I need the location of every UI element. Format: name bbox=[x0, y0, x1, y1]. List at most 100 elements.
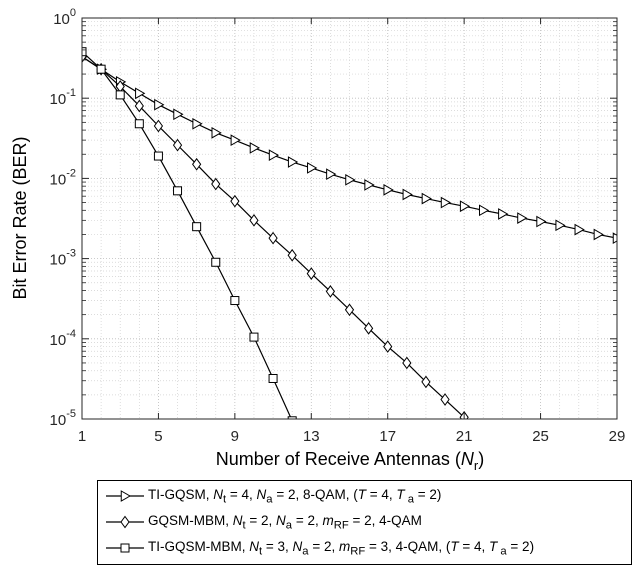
x-tick-label: 9 bbox=[231, 428, 239, 445]
data-point bbox=[383, 183, 394, 196]
data-point bbox=[82, 47, 87, 57]
data-point bbox=[154, 98, 165, 111]
y-tick-label: 10-2 bbox=[50, 167, 76, 188]
legend-label-part: = 4, bbox=[458, 538, 490, 554]
legend-label-part: T bbox=[357, 486, 366, 502]
legend-label: GQSM-MBM, Nt = 2, Na = 2, mRF = 2, 4-QAM bbox=[148, 513, 422, 532]
legend-label-part: = 2, bbox=[292, 512, 323, 528]
data-point bbox=[192, 157, 202, 171]
legend-label-part: = 2, bbox=[245, 512, 277, 528]
legend-label-part: N bbox=[213, 486, 223, 502]
data-point bbox=[268, 149, 280, 162]
data-point bbox=[440, 196, 452, 209]
data-point bbox=[115, 90, 125, 100]
legend-entry: TI-GQSM-MBM, Nt = 3, Na = 2, mRF = 3, 4-… bbox=[104, 535, 534, 561]
legend-label-part: N bbox=[232, 512, 243, 528]
data-point bbox=[287, 248, 297, 262]
data-point bbox=[536, 215, 547, 228]
legend-label-part: = 2) bbox=[414, 486, 442, 502]
data-point bbox=[249, 142, 260, 154]
legend-label-part: = 3, bbox=[262, 538, 293, 554]
data-point bbox=[287, 156, 299, 168]
legend-label-part: = 4, bbox=[226, 486, 257, 502]
legend-label-part: RF bbox=[350, 545, 366, 558]
legend-marker bbox=[120, 515, 130, 529]
data-point bbox=[325, 285, 336, 298]
data-point bbox=[612, 232, 617, 244]
series-1 bbox=[82, 53, 617, 244]
legend: TI-GQSM, Nt = 4, Na = 2, 8-QAM, (T = 4, … bbox=[97, 480, 632, 565]
data-point bbox=[479, 204, 490, 217]
legend-swatch bbox=[106, 543, 144, 553]
data-point bbox=[459, 200, 471, 213]
data-point bbox=[173, 186, 183, 196]
data-point bbox=[268, 231, 278, 245]
data-point bbox=[211, 177, 221, 191]
y-tick-label: 10-3 bbox=[50, 248, 76, 269]
data-point bbox=[96, 64, 106, 74]
x-tick-label: 1 bbox=[78, 428, 86, 445]
legend-label-part: a bbox=[285, 519, 293, 532]
data-point bbox=[135, 87, 146, 100]
legend-label-part: = 2, 8-QAM, ( bbox=[272, 486, 358, 502]
data-point bbox=[574, 223, 585, 236]
data-point bbox=[421, 192, 432, 205]
data-point bbox=[593, 228, 604, 241]
legend-label-part: m bbox=[338, 538, 351, 554]
legend-label-part: RF bbox=[333, 519, 349, 532]
data-point bbox=[402, 188, 413, 201]
data-point bbox=[421, 375, 431, 389]
data-point bbox=[363, 321, 374, 335]
legend-label-part: a bbox=[266, 493, 273, 506]
data-point bbox=[192, 117, 203, 130]
x-tick-label: 5 bbox=[154, 428, 162, 445]
data-point bbox=[479, 429, 487, 440]
x-tick-label: 21 bbox=[456, 428, 473, 445]
data-point bbox=[364, 179, 375, 191]
legend-label: TI-GQSM-MBM, Nt = 3, Na = 2, mRF = 3, 4-… bbox=[148, 539, 534, 558]
legend-label-part: = 2, 4-QAM bbox=[348, 512, 422, 528]
x-tick-label: 25 bbox=[532, 428, 549, 445]
legend-label-part: T bbox=[489, 538, 498, 554]
x-tick-label: 13 bbox=[303, 428, 320, 445]
data-point bbox=[211, 126, 222, 139]
legend-entry: TI-GQSM, Nt = 4, Na = 2, 8-QAM, (T = 4, … bbox=[104, 483, 441, 509]
data-point bbox=[173, 108, 184, 121]
series-3 bbox=[82, 47, 297, 419]
legend-label-part: TI-GQSM-MBM, bbox=[148, 538, 250, 554]
series-line bbox=[82, 56, 467, 419]
data-point bbox=[498, 208, 509, 220]
data-point bbox=[153, 151, 163, 161]
y-tick-label: 100 bbox=[53, 7, 76, 28]
legend-label-part: a bbox=[404, 493, 415, 506]
data-point bbox=[517, 463, 525, 474]
data-point bbox=[498, 445, 506, 456]
legend-label-part: N bbox=[256, 486, 267, 502]
legend-label-part: t bbox=[259, 545, 263, 558]
data-point bbox=[134, 119, 144, 129]
x-tick-label: 29 bbox=[609, 428, 626, 445]
data-point bbox=[326, 168, 337, 181]
legend-label: TI-GQSM, Nt = 4, Na = 2, 8-QAM, (T = 4, … bbox=[148, 487, 441, 506]
legend-marker bbox=[120, 543, 130, 553]
legend-label-part: a bbox=[302, 545, 309, 558]
minor-grid bbox=[82, 18, 617, 419]
data-point bbox=[211, 257, 221, 267]
legend-label-part: m bbox=[322, 512, 334, 528]
data-point bbox=[287, 416, 297, 419]
legend-label-part: N bbox=[276, 512, 286, 528]
data-point bbox=[153, 119, 164, 133]
data-point bbox=[345, 173, 356, 186]
y-tick-labels: 100 10-1 10-2 10-3 10-4 10-5 bbox=[50, 7, 76, 429]
data-point bbox=[230, 296, 240, 306]
plot-frame bbox=[81, 17, 618, 420]
legend-label-part: = 2) bbox=[506, 538, 535, 554]
legend-label-part: t bbox=[223, 493, 227, 506]
legend-swatch bbox=[106, 515, 144, 529]
data-point bbox=[306, 267, 316, 280]
legend-label-part: T bbox=[450, 538, 459, 554]
data-point bbox=[249, 213, 259, 227]
y-axis-label: Bit Error Rate (BER) bbox=[10, 136, 30, 299]
legend-label-part: = 4, bbox=[365, 486, 397, 502]
legend-label-part: N bbox=[292, 538, 303, 554]
